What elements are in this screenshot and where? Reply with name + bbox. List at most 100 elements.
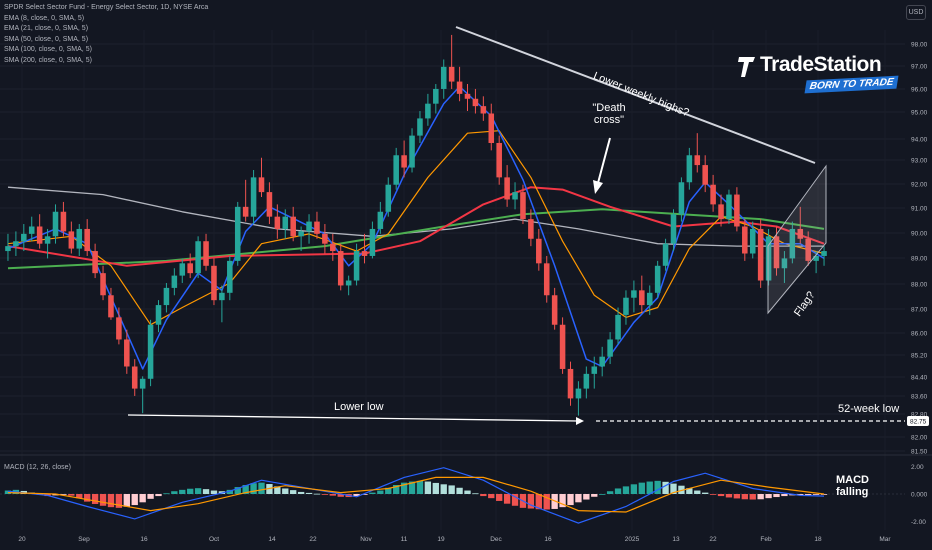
candle xyxy=(488,103,495,151)
macd-histogram-bar xyxy=(179,489,186,494)
macd-histogram-bar xyxy=(313,493,321,495)
x-tick-label: 13 xyxy=(672,536,680,543)
macd-histogram-bar xyxy=(472,493,479,495)
candle-body xyxy=(734,194,740,227)
macd-histogram-bar xyxy=(4,490,12,494)
macd-histogram-bar xyxy=(567,494,574,506)
macd-histogram-bar xyxy=(250,483,257,494)
x-tick-label: 16 xyxy=(140,536,148,543)
candle xyxy=(702,155,708,193)
macd-histogram-bar xyxy=(717,494,725,497)
candle-body xyxy=(813,255,819,261)
y-tick-label: 89.00 xyxy=(911,256,928,263)
macd-histogram-bar xyxy=(226,489,233,494)
candle-body xyxy=(52,211,59,237)
candle xyxy=(551,287,558,330)
x-tick-label: Nov xyxy=(360,536,372,543)
x-tick-label: 22 xyxy=(709,536,717,543)
macd-histogram-bar xyxy=(52,494,59,496)
macd-histogram-bar xyxy=(84,494,91,502)
annotation-52-week-low: 52-week low xyxy=(838,403,900,415)
currency-button[interactable]: USD xyxy=(906,5,926,20)
candle xyxy=(536,228,542,271)
macd-histogram-bar xyxy=(385,487,392,494)
candle xyxy=(805,231,811,266)
candle xyxy=(385,177,392,217)
macd-histogram-bar xyxy=(76,494,83,499)
macd-line xyxy=(7,467,825,524)
annotations-drawings xyxy=(127,26,905,425)
y-tick-label: 93.00 xyxy=(911,158,928,165)
macd-y-tick-label: -2.00 xyxy=(911,519,926,526)
candle-body xyxy=(718,204,724,220)
candle-body xyxy=(290,216,296,237)
candle xyxy=(13,231,19,256)
macd-histogram-bar xyxy=(187,488,194,494)
macd-histogram-bar xyxy=(535,494,542,510)
candle xyxy=(670,209,677,252)
candle-body xyxy=(44,236,51,244)
x-tick-label: 11 xyxy=(401,536,408,543)
macd-histogram-bar xyxy=(91,494,99,504)
macd-histogram-bar xyxy=(329,494,336,496)
candle-body xyxy=(472,98,479,107)
candle xyxy=(401,140,407,178)
candle xyxy=(242,179,249,222)
candle-body xyxy=(639,290,645,306)
candle-body xyxy=(36,226,43,244)
y-tick-label: 82.80 xyxy=(911,412,928,419)
candle xyxy=(337,243,344,291)
candle xyxy=(290,206,296,242)
macd-histogram-bar xyxy=(115,494,123,508)
macd-histogram-bar xyxy=(432,482,439,494)
candle-body xyxy=(274,216,281,229)
macd-histogram-bar xyxy=(765,494,772,499)
candle xyxy=(480,96,487,121)
candle xyxy=(52,204,59,244)
y-tick-label: 83.60 xyxy=(911,394,928,401)
arrow-death-cross-line xyxy=(597,137,611,184)
macd-histogram-bar xyxy=(686,488,693,494)
y-tick-label: 91.00 xyxy=(911,206,928,213)
candle xyxy=(21,224,27,252)
candle xyxy=(749,221,756,259)
candle xyxy=(179,258,186,283)
macd-histogram-bar xyxy=(369,492,376,494)
candle-body xyxy=(92,251,98,274)
macd-histogram-bar xyxy=(290,490,297,494)
y-tick-label: 81.50 xyxy=(911,449,928,456)
candle-body xyxy=(504,177,510,200)
y-tick-label: 87.00 xyxy=(911,307,928,314)
candle xyxy=(84,219,90,256)
x-tick-label: 22 xyxy=(309,536,317,543)
macd-histogram-bar xyxy=(321,494,329,495)
x-tick-label: 18 xyxy=(814,536,822,543)
candle xyxy=(599,346,605,377)
candle xyxy=(369,221,376,259)
x-tick-label: 2025 xyxy=(625,536,640,543)
candle xyxy=(615,307,621,345)
candle-body xyxy=(28,226,35,234)
y-tick-label: 97.00 xyxy=(911,64,928,71)
y-tick-label: 88.00 xyxy=(911,282,928,289)
candle-body xyxy=(171,275,178,288)
x-tick-label: Oct xyxy=(209,536,219,543)
macd-histogram-bar xyxy=(638,482,645,494)
annotation-macd-falling: MACD falling xyxy=(836,474,869,498)
candle-body xyxy=(242,206,249,217)
macd-histogram-bar xyxy=(678,485,685,494)
candle xyxy=(345,275,352,296)
macd-histogram-bar xyxy=(234,487,241,494)
macd-histogram-bar xyxy=(725,494,733,498)
macd-histogram-bar xyxy=(702,492,709,494)
candle-body xyxy=(615,314,621,340)
candle-body xyxy=(139,378,146,389)
legend-sma200: SMA (200, close, 0, SMA, 5) xyxy=(4,56,92,64)
candle-body xyxy=(108,295,114,318)
macd-histogram-bar xyxy=(464,490,471,494)
candle-body xyxy=(781,258,788,269)
candle xyxy=(623,290,629,325)
candle-body xyxy=(21,233,27,242)
candle-body xyxy=(361,251,368,256)
